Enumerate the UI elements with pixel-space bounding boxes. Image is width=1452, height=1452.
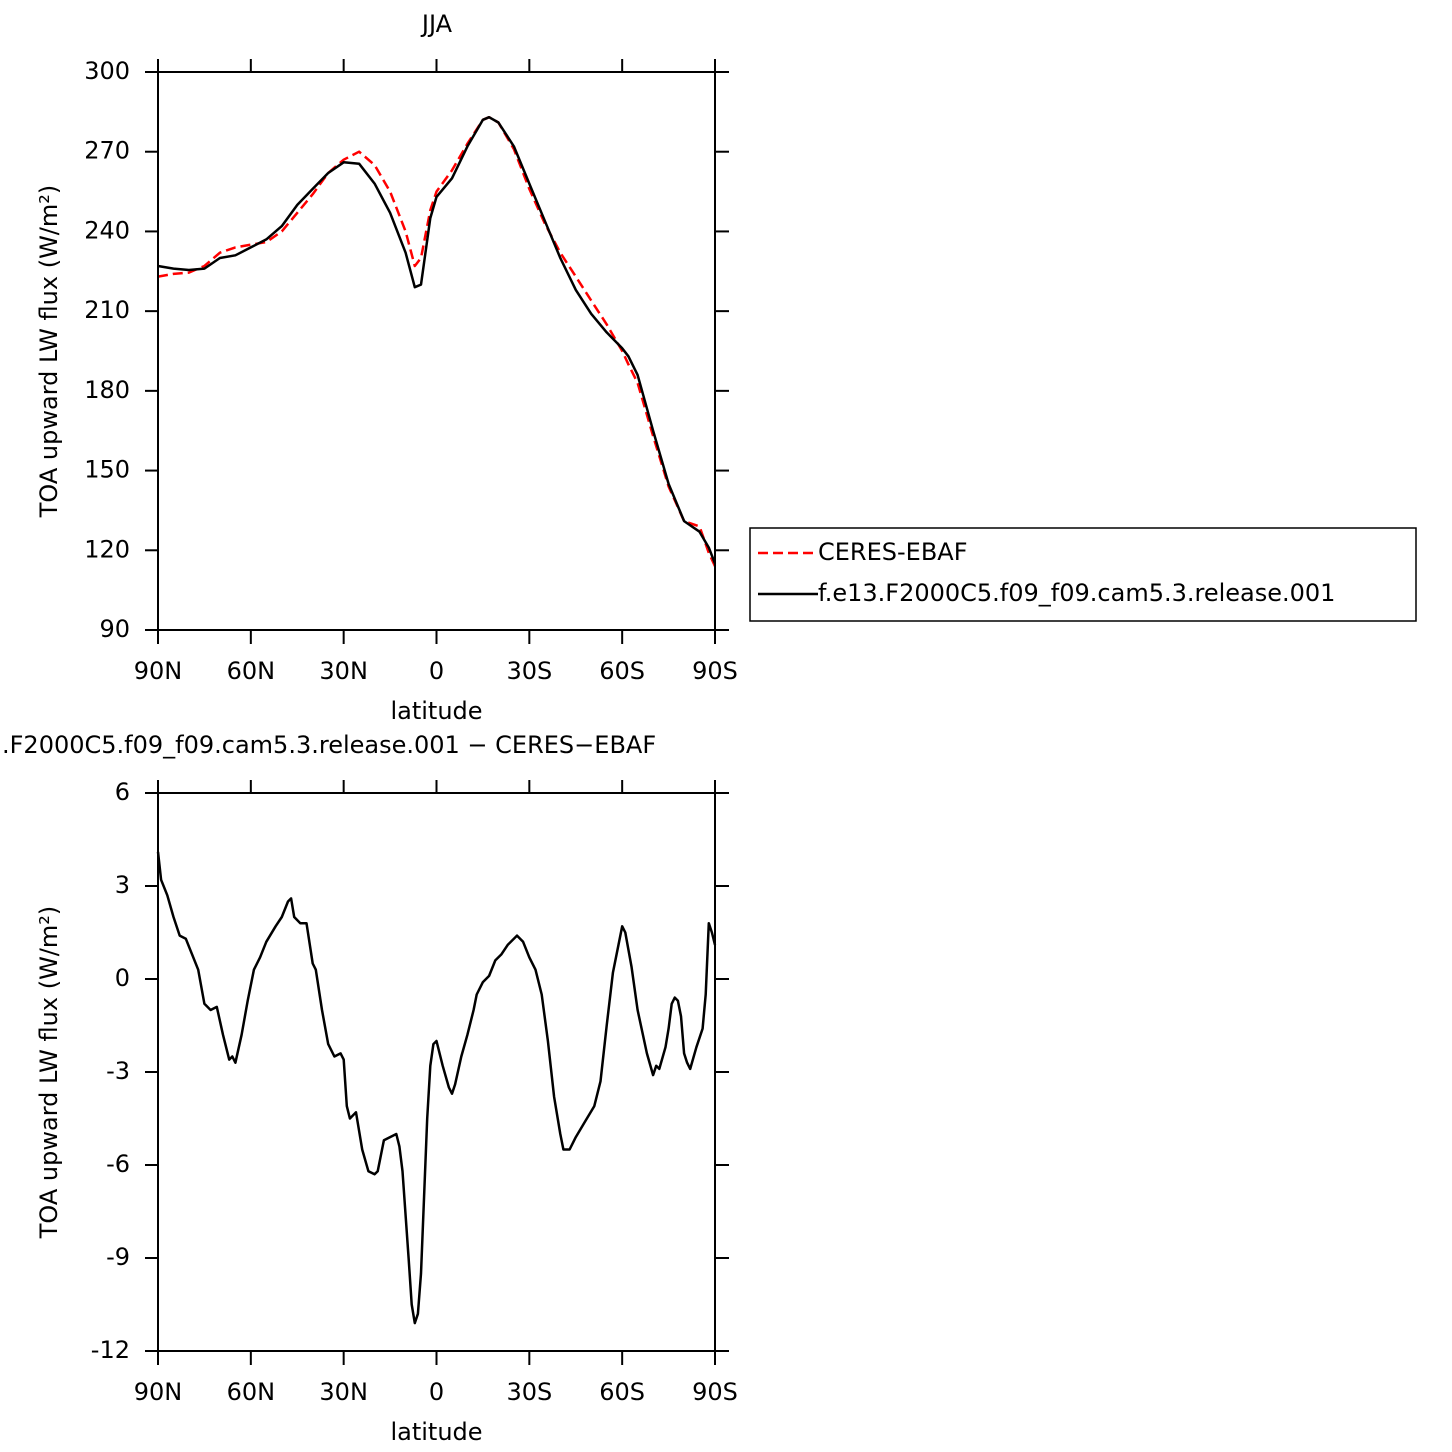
y-axis-label: TOA upward LW flux (W/m²) <box>35 185 63 519</box>
y-tick-label: 6 <box>115 778 130 806</box>
y-tick-label: 3 <box>115 871 130 899</box>
x-tick-label: 60S <box>599 657 645 685</box>
y-tick-label: 90 <box>99 615 130 643</box>
legend-label: CERES-EBAF <box>818 538 968 566</box>
x-tick-label: 30S <box>506 657 552 685</box>
x-tick-label: 90N <box>134 1378 183 1406</box>
y-tick-label: 180 <box>84 376 130 404</box>
y-tick-label: 0 <box>115 964 130 992</box>
y-tick-label: -3 <box>106 1057 130 1085</box>
x-tick-label: 30N <box>319 657 368 685</box>
x-tick-label: 30S <box>506 1378 552 1406</box>
y-tick-label: -9 <box>106 1243 130 1271</box>
x-axis-label: latitude <box>390 1418 482 1446</box>
y-tick-label: 240 <box>84 216 130 244</box>
x-tick-label: 0 <box>429 1378 444 1406</box>
x-tick-label: 90S <box>692 657 738 685</box>
plot-frame <box>157 71 716 631</box>
x-tick-label: 60N <box>227 1378 276 1406</box>
y-tick-label: 300 <box>84 57 130 85</box>
y-tick-label: 150 <box>84 456 130 484</box>
y-tick-label: 120 <box>84 535 130 563</box>
plot-frame <box>157 792 716 1352</box>
chart-title: .F2000C5.f09_f09.cam5.3.release.001 − CE… <box>2 731 656 759</box>
data-line <box>157 115 717 567</box>
x-tick-label: 60S <box>599 1378 645 1406</box>
y-axis-label: TOA upward LW flux (W/m²) <box>35 906 63 1240</box>
y-tick-label: -6 <box>106 1150 130 1178</box>
legend-label: f.e13.F2000C5.f09_f09.cam5.3.release.001 <box>818 579 1335 607</box>
x-tick-label: 60N <box>227 657 276 685</box>
x-tick-label: 90S <box>692 1378 738 1406</box>
data-line <box>157 115 717 565</box>
legend-box <box>749 527 1417 622</box>
y-tick-label: 270 <box>84 137 130 165</box>
x-axis-label: latitude <box>390 697 482 725</box>
y-tick-label: 210 <box>84 296 130 324</box>
chart-title: JJA <box>420 10 453 38</box>
data-line <box>156 851 717 1325</box>
x-tick-label: 0 <box>429 657 444 685</box>
y-tick-label: -12 <box>91 1336 130 1364</box>
x-tick-label: 90N <box>134 657 183 685</box>
x-tick-label: 30N <box>319 1378 368 1406</box>
